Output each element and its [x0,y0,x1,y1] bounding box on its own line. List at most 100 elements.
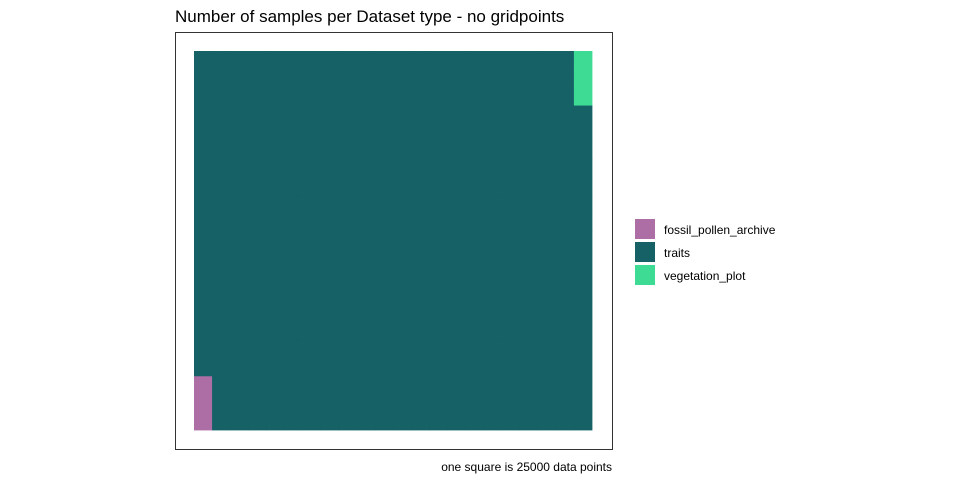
waffle-square-traits [393,69,412,88]
waffle-square-traits [284,195,303,214]
waffle-square-traits [483,123,502,142]
waffle-square-traits [501,213,521,232]
waffle-square-traits [194,213,213,232]
waffle-square-traits [501,357,521,377]
waffle-square-traits [465,195,484,214]
waffle-square-traits [356,105,376,124]
waffle-square-traits [374,249,394,268]
waffle-square-traits [573,159,593,178]
waffle-square-traits [338,267,358,287]
waffle-square-traits [501,303,521,323]
waffle-square-traits [501,51,521,70]
waffle-square-traits [483,339,502,359]
waffle-square-traits [447,393,466,413]
waffle-square-traits [465,51,484,70]
waffle-square-traits [356,285,376,305]
waffle-square-traits [302,69,322,88]
chart-caption: one square is 25000 data points [441,460,612,474]
legend-label-traits: traits [664,246,690,260]
waffle-square-traits [338,393,358,413]
waffle-square-traits [374,141,394,160]
waffle-square-traits [248,123,267,142]
waffle-square-traits [194,267,213,287]
waffle-square-traits [519,321,539,341]
waffle-square-traits [393,267,412,287]
panel-border [175,32,613,450]
waffle-square-traits [248,411,267,431]
waffle-square-traits [555,213,575,232]
waffle-square-traits [537,69,557,88]
waffle-square-traits [519,231,539,250]
waffle-square-traits [266,51,285,70]
waffle-square-traits [248,141,267,160]
waffle-square-traits [302,393,322,413]
waffle-square-traits [393,51,412,70]
waffle-square-traits [284,285,303,305]
waffle-square-traits [230,51,249,70]
waffle-square-traits [320,123,340,142]
waffle-square-traits [411,195,430,214]
waffle-square-traits [447,249,466,268]
waffle-square-traits [429,375,448,395]
waffle-square-traits [393,393,412,413]
waffle-square-traits [266,231,285,250]
waffle-square-traits [393,141,412,160]
waffle-square-traits [320,357,340,377]
waffle-square-traits [194,51,213,70]
waffle-square-traits [284,69,303,88]
waffle-square-traits [393,231,412,250]
waffle-square-traits [573,303,593,323]
waffle-square-traits [212,393,231,413]
waffle-square-traits [483,195,502,214]
waffle-square-traits [411,357,430,377]
waffle-square-traits [519,393,539,413]
waffle-square-traits [284,141,303,160]
waffle-square-traits [447,303,466,323]
waffle-square-traits [320,231,340,250]
legend-key-traits [635,242,655,262]
waffle-square-traits [465,123,484,142]
waffle-square-traits [266,357,285,377]
waffle-square-traits [356,357,376,377]
waffle-square-traits [555,357,575,377]
waffle-square-traits [411,267,430,287]
waffle-square-traits [555,195,575,214]
waffle-square-traits [374,105,394,124]
waffle-square-traits [483,357,502,377]
waffle-square-traits [230,321,249,341]
waffle-square-traits [230,105,249,124]
waffle-square-traits [356,339,376,359]
waffle-square-traits [338,177,358,196]
waffle-square-traits [356,213,376,232]
waffle-square-traits [302,51,322,70]
waffle-square-traits [519,213,539,232]
waffle-square-traits [266,195,285,214]
waffle-square-traits [573,339,593,359]
waffle-square-traits [519,51,539,70]
waffle-square-traits [519,249,539,268]
waffle-square-traits [284,105,303,124]
waffle-square-traits [447,177,466,196]
waffle-square-traits [465,69,484,88]
waffle-square-traits [501,285,521,305]
waffle-square-traits [483,321,502,341]
waffle-square-traits [519,141,539,160]
waffle-square-traits [302,87,322,106]
waffle-square-traits [194,141,213,160]
waffle-square-traits [212,195,231,214]
waffle-square-traits [302,123,322,142]
waffle-square-traits [356,267,376,287]
waffle-square-traits [519,195,539,214]
waffle-square-traits [483,249,502,268]
waffle-square-traits [519,267,539,287]
waffle-square-traits [465,159,484,178]
waffle-square-traits [356,411,376,431]
waffle-square-traits [212,177,231,196]
waffle-square-traits [338,123,358,142]
waffle-square-traits [393,195,412,214]
waffle-square-traits [338,357,358,377]
waffle-square-traits [212,267,231,287]
waffle-square-traits [194,339,213,359]
waffle-square-traits [284,321,303,341]
waffle-square-traits [447,123,466,142]
